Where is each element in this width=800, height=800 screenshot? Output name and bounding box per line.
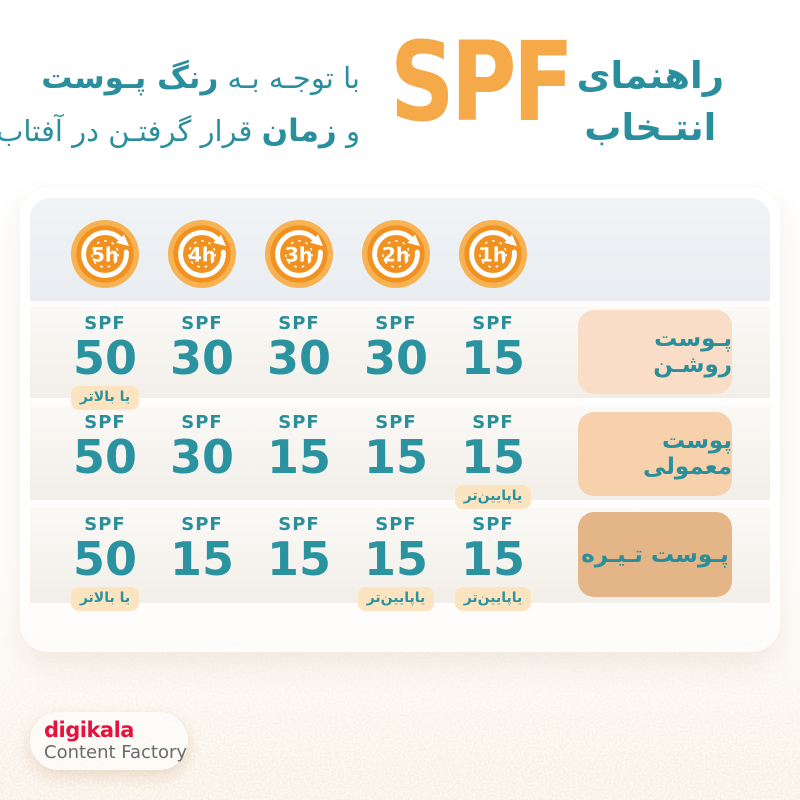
spf-cell: SPF 50 یا بالاتر <box>57 514 153 611</box>
page-title-line1: راهنمای <box>576 54 724 97</box>
table-card: 5h 4h 3h 2h 1h <box>30 198 770 642</box>
svg-text:3h: 3h <box>285 243 312 266</box>
skin-type-light-label: پـوست روشـن <box>578 310 732 394</box>
clock-1h-icon: 1h <box>458 219 528 289</box>
page-title-line2: انتـخاب <box>584 106 717 149</box>
spf-cell: SPF 30 <box>363 313 428 385</box>
page-subtitle: با توجـه بـه رنگ پـوست و زمان قرار گرفتـ… <box>0 52 360 158</box>
or-higher-badge: یا بالاتر <box>70 386 140 410</box>
spf-cell: SPF 30 <box>266 313 331 385</box>
spf-cell: SPF 15 <box>460 313 525 385</box>
spf-cell: SPF 15 یاپایین‌تر <box>445 514 541 611</box>
subtitle-line1: با توجـه بـه رنگ پـوست <box>41 60 360 96</box>
spf-cell: SPF 15 <box>363 412 428 484</box>
or-higher-badge: یا بالاتر <box>70 587 140 611</box>
spf-cell: SPF 15 یاپایین‌تر <box>348 514 444 611</box>
spf-cell: SPF 15 یاپایین‌تر <box>445 412 541 509</box>
spf-cell: SPF 30 <box>169 313 234 385</box>
content-factory-label: Content Factory <box>44 742 188 763</box>
spf-hero-text: SPF <box>389 18 574 147</box>
svg-text:2h: 2h <box>382 243 409 266</box>
clock-3h-icon: 3h <box>264 219 334 289</box>
spf-cell: SPF 15 <box>266 514 331 586</box>
svg-text:1h: 1h <box>479 243 506 266</box>
or-lower-badge: یاپایین‌تر <box>454 485 532 509</box>
clock-5h-icon: 5h <box>70 219 140 289</box>
digikala-logo: digikala <box>44 718 134 742</box>
spf-cell: SPF 30 <box>169 412 234 484</box>
spf-cell: SPF 15 <box>266 412 331 484</box>
spf-cell: SPF 50 <box>72 412 137 484</box>
spf-cell: SPF 15 <box>169 514 234 586</box>
clock-4h-icon: 4h <box>167 219 237 289</box>
skin-type-dark-label: پـوست تـیـره <box>578 512 732 597</box>
subtitle-line2: و زمان قرار گرفتـن در آفتاب <box>0 113 360 149</box>
clock-2h-icon: 2h <box>361 219 431 289</box>
svg-text:5h: 5h <box>91 243 118 266</box>
brand-badge: digikala Content Factory <box>30 712 188 770</box>
svg-text:4h: 4h <box>188 243 215 266</box>
spf-cell: SPF 50 یا بالاتر <box>57 313 153 410</box>
or-lower-badge: یاپایین‌تر <box>357 587 435 611</box>
skin-type-normal-label: پوست معمولی <box>578 412 732 496</box>
or-lower-badge: یاپایین‌تر <box>454 587 532 611</box>
page-title: راهنمای انتـخاب <box>577 50 724 154</box>
